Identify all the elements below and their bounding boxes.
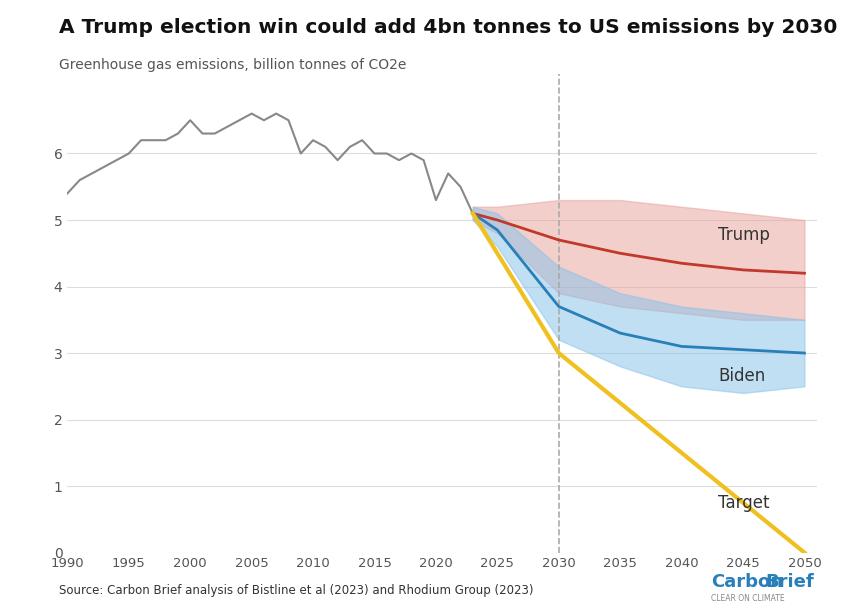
Text: Biden: Biden	[718, 367, 765, 386]
Text: Brief: Brief	[765, 573, 814, 591]
Text: Greenhouse gas emissions, billion tonnes of CO2e: Greenhouse gas emissions, billion tonnes…	[59, 58, 407, 72]
Text: Target: Target	[718, 494, 770, 511]
Text: A Trump election win could add 4bn tonnes to US emissions by 2030: A Trump election win could add 4bn tonne…	[59, 18, 837, 37]
Text: Source: Carbon Brief analysis of Bistline et al (2023) and Rhodium Group (2023): Source: Carbon Brief analysis of Bistlin…	[59, 585, 534, 597]
Text: Trump: Trump	[718, 226, 770, 244]
Text: CLEAR ON CLIMATE: CLEAR ON CLIMATE	[711, 594, 785, 603]
Text: Carbon: Carbon	[711, 573, 784, 591]
